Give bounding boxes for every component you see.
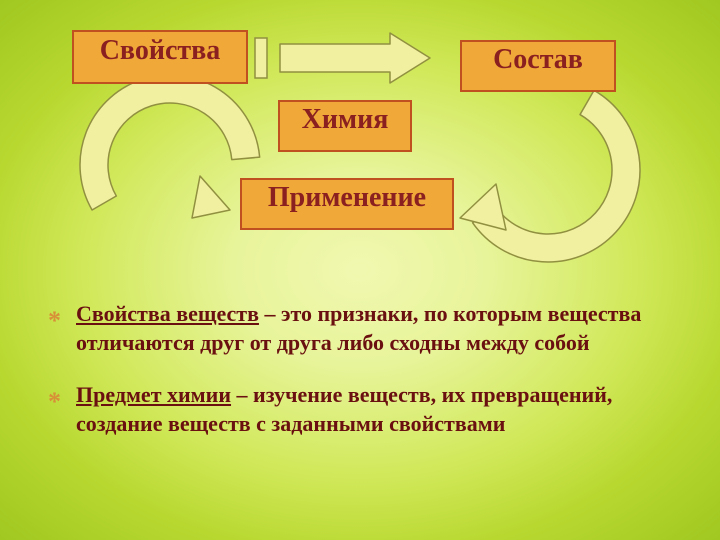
node-label: Состав <box>493 44 583 75</box>
term: Предмет химии <box>76 382 231 407</box>
definition-item: Свойства веществ – это признаки, по кото… <box>48 300 668 357</box>
node-sostav: Состав <box>460 40 616 92</box>
node-label: Свойства <box>100 35 221 66</box>
definitions-list: Свойства веществ – это признаки, по кото… <box>48 300 668 462</box>
node-svoistva: Свойства <box>72 30 248 84</box>
term: Свойства веществ <box>76 301 259 326</box>
node-primenenie: Применение <box>240 178 454 230</box>
node-label: Применение <box>268 182 426 213</box>
definition-item: Предмет химии – изучение веществ, их пре… <box>48 381 668 438</box>
node-label: Химия <box>302 104 389 135</box>
node-himiya: Химия <box>278 100 412 152</box>
